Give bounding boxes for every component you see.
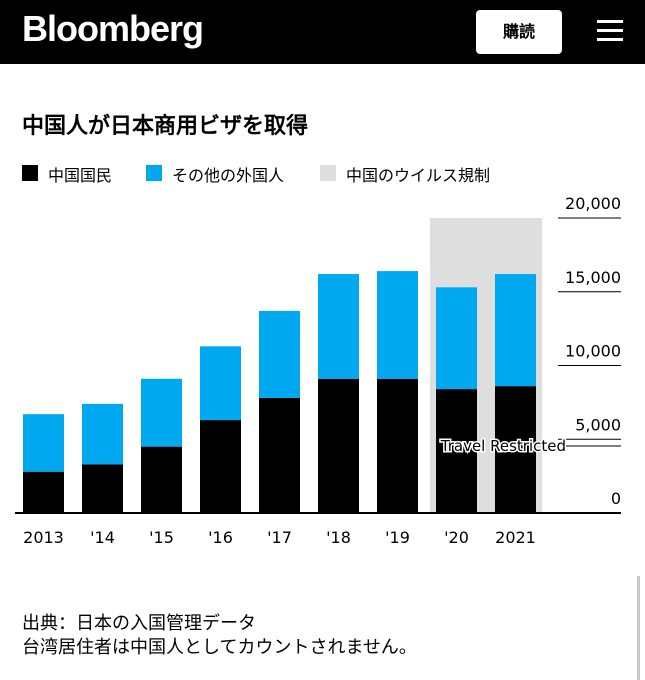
bar-chinese-nationals [318,378,359,513]
taiwan-note-line: 台湾居住者は中国人としてカウントされません。 [22,637,417,658]
bar-chinese-nationals [377,378,418,513]
bar-other-foreigners [200,346,241,421]
legend-label-chinese-nationals: 中国国民 [48,166,113,185]
bar-other-foreigners [23,414,64,472]
x-tick-label: 2013 [23,528,64,547]
bar-chinese-nationals [495,386,536,513]
bar-other-foreigners [259,310,300,398]
x-tick-label: '20 [444,528,469,547]
bar-other-foreigners [495,274,536,387]
y-tick-label: 15,000 [565,268,621,287]
y-tick-label: 20,000 [565,194,621,213]
top-navigation-bar: Bloomberg 購読 [0,0,645,64]
y-tick-label: 10,000 [565,342,621,361]
bar-chinese-nationals [436,389,477,513]
bar-chinese-nationals [259,397,300,513]
x-tick-label: '14 [90,528,115,547]
bar-chinese-nationals [23,471,64,513]
subscribe-button[interactable]: 購読 [476,10,562,54]
legend-swatch-virus-restrictions [320,165,336,181]
x-tick-label: '19 [385,528,410,547]
bar-chinese-nationals [200,420,241,513]
source-line: 出典：日本の入国管理データ [22,613,256,634]
legend-swatch-chinese-nationals [22,165,38,181]
chart-title: 中国人が日本商用ビザを取得 [22,114,309,139]
legend-swatch-other-foreigners [146,165,162,181]
x-tick-label: '18 [326,528,351,547]
bar-chinese-nationals [82,464,123,513]
y-tick-label: 5,000 [575,415,621,434]
bar-other-foreigners [141,378,182,447]
x-tick-label: 2021 [495,528,536,547]
bar-other-foreigners [318,274,359,379]
x-tick-label: '17 [267,528,292,547]
x-tick-label: '16 [208,528,233,547]
hamburger-menu-icon[interactable] [597,20,623,42]
source-note: 出典：日本の入国管理データ 台湾居住者は中国人としてカウントされません。 [22,612,417,660]
travel-restricted-annotation: Travel Restricted [440,437,566,455]
x-tick-label: '15 [149,528,174,547]
bar-other-foreigners [82,403,123,465]
bar-other-foreigners [436,287,477,390]
bar-other-foreigners [377,271,418,379]
scrollbar[interactable] [637,576,640,680]
stacked-bar-chart: 2013 '14 '15 '16 '17 '18 '19 '20 2021 20,000 15,00… [15,194,621,547]
legend-label-virus-restrictions: 中国のウイルス規制 [346,166,491,185]
bloomberg-logo[interactable]: Bloomberg [22,8,204,49]
bar-chinese-nationals [141,446,182,513]
legend-label-other-foreigners: その他の外国人 [172,166,285,185]
y-tick-label: 0 [611,489,621,508]
